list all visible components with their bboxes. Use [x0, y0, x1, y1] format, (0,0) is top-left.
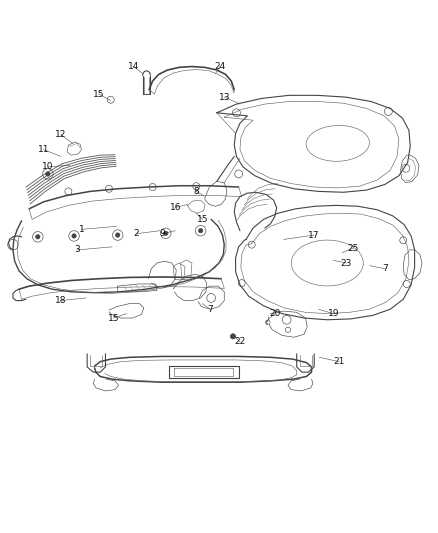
Circle shape — [198, 229, 203, 233]
Text: 12: 12 — [55, 130, 67, 139]
Text: 22: 22 — [234, 337, 246, 346]
Text: 15: 15 — [93, 90, 105, 99]
Circle shape — [35, 235, 40, 239]
Text: 7: 7 — [382, 264, 388, 273]
Text: 23: 23 — [341, 259, 352, 268]
Circle shape — [163, 231, 168, 236]
Text: 25: 25 — [348, 244, 359, 253]
Text: 14: 14 — [128, 62, 140, 71]
Text: 15: 15 — [197, 215, 208, 224]
Circle shape — [46, 172, 50, 176]
Circle shape — [230, 334, 236, 339]
Text: 11: 11 — [38, 145, 49, 154]
Text: 1: 1 — [78, 225, 85, 234]
Text: 24: 24 — [214, 62, 226, 71]
Text: 8: 8 — [194, 187, 199, 196]
Circle shape — [266, 320, 270, 325]
Circle shape — [72, 234, 76, 238]
Text: 9: 9 — [159, 229, 165, 238]
Text: 20: 20 — [269, 309, 281, 318]
Text: 13: 13 — [219, 93, 230, 102]
Text: 18: 18 — [55, 296, 67, 305]
Text: 21: 21 — [333, 357, 345, 366]
Circle shape — [116, 233, 120, 237]
Text: 17: 17 — [308, 231, 320, 239]
Text: 10: 10 — [42, 163, 53, 172]
Text: 19: 19 — [328, 309, 339, 318]
Text: 3: 3 — [74, 245, 80, 254]
Text: 16: 16 — [170, 203, 181, 212]
Text: 2: 2 — [133, 229, 139, 238]
Text: 15: 15 — [108, 313, 119, 322]
Text: 7: 7 — [207, 305, 213, 314]
